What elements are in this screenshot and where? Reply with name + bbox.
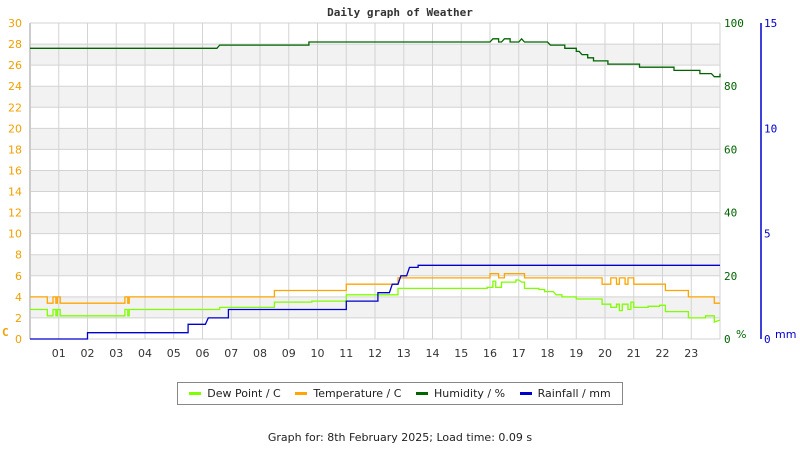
svg-text:20: 20 [724,270,737,283]
legend-rainfall: Rainfall / mm [519,387,611,400]
legend-label: Dew Point / C [207,387,281,400]
svg-text:01: 01 [52,347,66,360]
svg-text:05: 05 [167,347,181,360]
rainfall-line [30,264,720,340]
svg-text:6: 6 [15,270,22,283]
svg-text:15: 15 [454,347,468,360]
svg-text:10: 10 [8,228,22,241]
chart-legend: Dew Point / C Temperature / C Humidity /… [177,382,623,405]
svg-text:10: 10 [311,347,325,360]
svg-text:12: 12 [368,347,382,360]
legend-dew-point: Dew Point / C [189,387,281,400]
svg-text:12: 12 [8,207,22,220]
svg-text:28: 28 [8,38,22,51]
svg-text:03: 03 [109,347,123,360]
svg-text:24: 24 [8,80,22,93]
hour-axis: 01 02 03 04 05 06 07 08 09 10 11 12 13 14 15 16 17 18 19 20… [52,347,699,360]
svg-text:14: 14 [426,347,440,360]
svg-text:5: 5 [764,228,771,241]
svg-text:21: 21 [627,347,641,360]
svg-text:23: 23 [684,347,698,360]
humidity-line [30,37,721,78]
svg-text:20: 20 [598,347,612,360]
svg-text:11: 11 [339,347,353,360]
rainfall-axis: 0 5 10 15 mm [760,17,796,346]
dew-line [30,279,721,324]
svg-text:80: 80 [724,80,737,93]
temperature-swatch-icon [295,392,308,395]
humidity-swatch-icon [416,392,429,395]
chart-gridlines [29,22,721,340]
svg-text:14: 14 [8,186,22,199]
rainfall-swatch-icon [519,392,532,395]
svg-text:10: 10 [764,122,777,135]
svg-text:18: 18 [8,143,22,156]
svg-text:0: 0 [15,333,22,346]
svg-text:07: 07 [224,347,238,360]
svg-text:13: 13 [397,347,411,360]
legend-label: Temperature / C [313,387,402,400]
svg-text:19: 19 [569,347,583,360]
svg-text:C: C [2,326,9,339]
temperature-line [30,273,720,304]
svg-text:17: 17 [512,347,526,360]
svg-text:0: 0 [724,333,731,346]
svg-text:09: 09 [282,347,296,360]
legend-label: Humidity / % [434,387,506,400]
svg-text:30: 30 [8,17,22,30]
svg-text:18: 18 [541,347,555,360]
svg-text:40: 40 [724,207,737,220]
chart-title: Daily graph of Weather [327,6,473,19]
dew-point-swatch-icon [189,392,202,395]
svg-text:60: 60 [724,143,737,156]
humidity-axis: 0 20 40 60 80 100% [724,17,746,346]
svg-text:22: 22 [656,347,670,360]
svg-text:%: % [736,328,746,341]
svg-text:mm: mm [775,328,796,341]
svg-text:15: 15 [764,17,777,30]
svg-text:20: 20 [8,122,22,135]
svg-text:2: 2 [15,312,22,325]
svg-text:02: 02 [81,347,95,360]
svg-text:04: 04 [138,347,152,360]
graph-footer: Graph for: 8th February 2025; Load time:… [267,431,533,444]
svg-text:100: 100 [724,17,744,30]
svg-text:4: 4 [15,291,22,304]
svg-text:26: 26 [8,59,22,72]
svg-text:0: 0 [764,333,771,346]
svg-text:8: 8 [15,249,22,262]
svg-text:16: 16 [8,164,22,177]
legend-label: Rainfall / mm [537,387,611,400]
svg-text:06: 06 [196,347,210,360]
svg-text:08: 08 [253,347,267,360]
chart-series [30,37,721,340]
svg-text:16: 16 [483,347,497,360]
legend-temperature: Temperature / C [295,387,401,400]
legend-humidity: Humidity / % [416,387,505,400]
svg-text:22: 22 [8,101,22,114]
